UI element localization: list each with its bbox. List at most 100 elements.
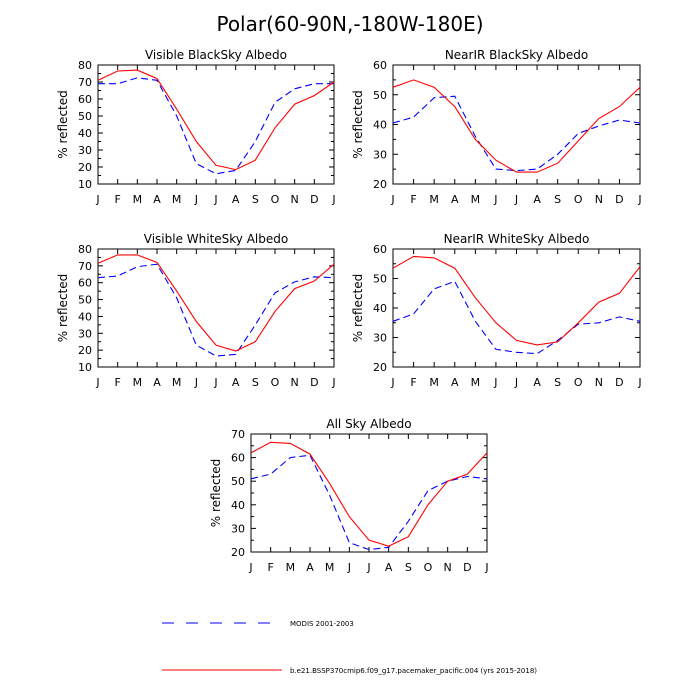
- series-line-modis: [250, 454, 488, 551]
- x-tick-label: A: [153, 193, 161, 206]
- y-tick-label: 70: [78, 260, 92, 273]
- x-tick-label: A: [451, 193, 459, 206]
- y-tick-label: 30: [78, 327, 92, 340]
- y-axis-label: % reflected: [351, 90, 365, 159]
- x-tick-label: M: [172, 193, 182, 206]
- x-tick-label: J: [331, 193, 335, 206]
- x-tick-label: J: [390, 193, 394, 206]
- x-tick-label: S: [252, 193, 259, 206]
- y-axis-label: % reflected: [351, 274, 365, 343]
- y-tick-label: 20: [231, 546, 245, 559]
- x-tick-label: M: [429, 376, 439, 389]
- y-tick-label: 20: [373, 178, 387, 191]
- y-tick-label: 60: [373, 243, 387, 256]
- x-tick-label: J: [331, 376, 335, 389]
- x-tick-label: M: [133, 193, 143, 206]
- x-tick-label: A: [385, 561, 393, 574]
- x-tick-label: J: [514, 376, 518, 389]
- x-tick-label: A: [533, 376, 541, 389]
- y-tick-label: 70: [78, 76, 92, 89]
- y-tick-label: 30: [231, 522, 245, 535]
- x-tick-label: S: [554, 376, 561, 389]
- x-tick-label: S: [554, 193, 561, 206]
- x-tick-label: F: [268, 561, 274, 574]
- y-tick-label: 30: [78, 144, 92, 157]
- y-tick-label: 40: [78, 310, 92, 323]
- series-line-modis: [97, 263, 335, 357]
- plot-frame: [392, 248, 641, 368]
- x-tick-label: M: [325, 561, 335, 574]
- x-tick-label: J: [390, 376, 394, 389]
- series-line-model: [250, 441, 488, 547]
- x-tick-label: O: [574, 376, 583, 389]
- y-axis-label: % reflected: [209, 459, 223, 528]
- series-line-model: [392, 79, 641, 173]
- y-tick-label: 50: [373, 89, 387, 102]
- x-tick-label: O: [424, 561, 433, 574]
- y-tick-label: 40: [373, 119, 387, 132]
- x-tick-label: J: [95, 193, 99, 206]
- x-tick-label: D: [463, 561, 471, 574]
- x-tick-label: O: [574, 193, 583, 206]
- x-tick-label: J: [637, 193, 641, 206]
- x-tick-label: J: [366, 561, 370, 574]
- y-tick-label: 40: [78, 127, 92, 140]
- y-tick-label: 10: [78, 178, 92, 191]
- y-tick-label: 60: [78, 277, 92, 290]
- y-tick-label: 10: [78, 361, 92, 374]
- x-tick-label: A: [232, 376, 240, 389]
- x-tick-label: J: [213, 193, 217, 206]
- x-tick-label: D: [615, 193, 623, 206]
- panel-title: NearIR WhiteSky Albedo: [444, 232, 590, 246]
- series-line-model: [392, 255, 641, 346]
- x-tick-label: A: [153, 376, 161, 389]
- series-line-model: [97, 254, 335, 352]
- panel-title: NearIR BlackSky Albedo: [445, 48, 588, 62]
- plot-frame: [97, 64, 335, 185]
- x-tick-label: M: [471, 193, 481, 206]
- panel-title: Visible WhiteSky Albedo: [144, 232, 288, 246]
- x-tick-label: J: [484, 561, 488, 574]
- x-tick-label: D: [615, 376, 623, 389]
- x-tick-label: D: [310, 376, 318, 389]
- x-tick-label: J: [493, 376, 497, 389]
- x-tick-label: J: [194, 193, 198, 206]
- y-tick-label: 80: [78, 243, 92, 256]
- x-tick-label: A: [451, 376, 459, 389]
- x-tick-label: S: [405, 561, 412, 574]
- series-line-modis: [98, 77, 334, 175]
- y-tick-label: 60: [373, 59, 387, 72]
- x-tick-label: N: [595, 193, 603, 206]
- x-tick-label: A: [232, 193, 240, 206]
- x-tick-label: F: [115, 193, 121, 206]
- x-tick-label: M: [133, 376, 143, 389]
- y-tick-label: 50: [78, 294, 92, 307]
- panel-title: All Sky Albedo: [326, 417, 411, 431]
- plot-frame: [250, 433, 488, 553]
- y-tick-label: 20: [78, 161, 92, 174]
- y-tick-label: 70: [231, 428, 245, 441]
- x-tick-label: N: [291, 376, 299, 389]
- x-tick-label: N: [291, 193, 299, 206]
- panel-title: Visible BlackSky Albedo: [145, 48, 287, 62]
- legend: MODIS 2001-2003 b.e21.BSSP370cmip6.f09_g…: [162, 620, 537, 675]
- figure-title: Polar(60-90N,-180W-180E): [216, 12, 483, 36]
- x-tick-label: J: [95, 376, 99, 389]
- y-tick-label: 50: [373, 273, 387, 286]
- x-tick-label: F: [410, 376, 416, 389]
- x-tick-label: O: [271, 193, 280, 206]
- x-tick-label: O: [271, 376, 280, 389]
- series-line-modis: [392, 95, 641, 172]
- y-tick-label: 80: [78, 59, 92, 72]
- x-tick-label: J: [213, 376, 217, 389]
- x-tick-label: N: [595, 376, 603, 389]
- x-tick-label: M: [172, 376, 182, 389]
- plot-frame: [97, 248, 335, 368]
- x-tick-label: M: [429, 193, 439, 206]
- y-tick-label: 60: [78, 93, 92, 106]
